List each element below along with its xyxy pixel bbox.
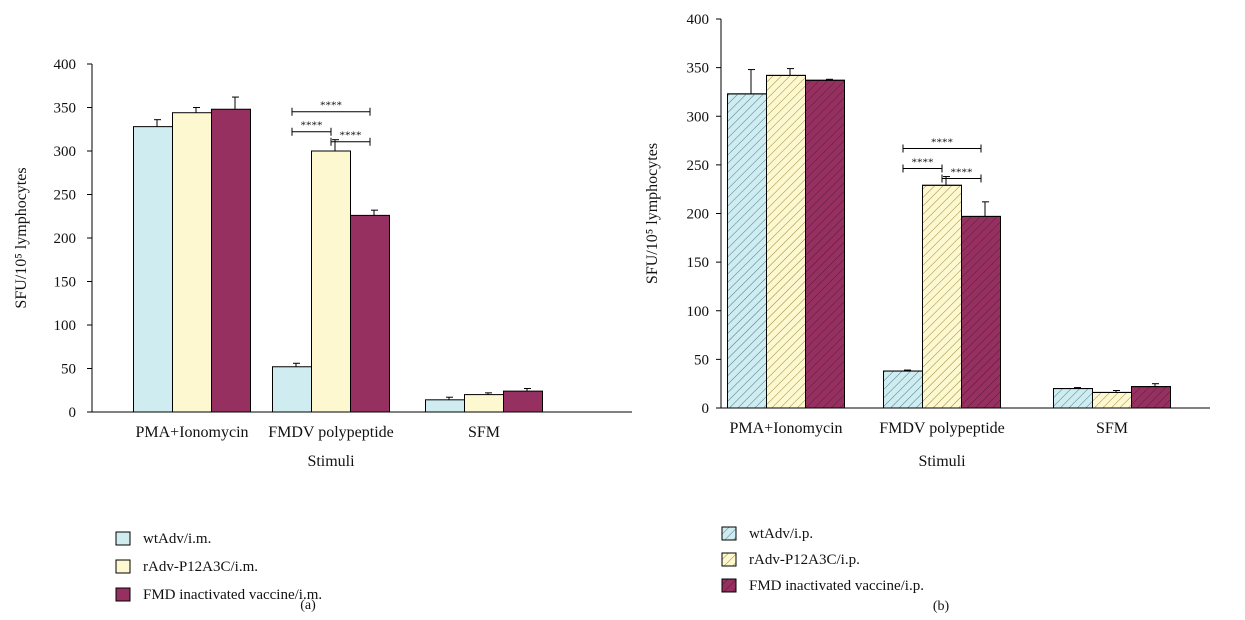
y-tick-label: 300 — [54, 144, 77, 160]
bar-hatch — [805, 79, 845, 409]
legend-entry-label: rAdv-P12A3C/i.m. — [143, 559, 258, 575]
y-tick-label: 250 — [54, 188, 77, 204]
legend-swatch-hatch — [721, 552, 737, 567]
bar-hatch — [883, 370, 923, 409]
bar — [172, 112, 212, 413]
bar — [311, 150, 351, 413]
chart-panel-b: 0 50 100 150 200 250 300 350 400 **** **** **** PMA+… — [644, 12, 1210, 614]
bar — [133, 126, 173, 413]
legend-entry-label: rAdv-P12A3C/i.p. — [749, 552, 860, 568]
significance-label: **** — [301, 120, 323, 132]
panel-label: (a) — [300, 598, 316, 613]
bar-hatch — [1131, 386, 1171, 409]
legend-swatch — [115, 531, 131, 546]
legend-swatch — [115, 587, 131, 602]
x-category-label: SFM — [468, 424, 500, 441]
y-tick-label: 350 — [687, 61, 710, 77]
legend-entry-label: FMD inactivated vaccine/i.p. — [749, 578, 924, 594]
y-axis-title: SFU/10⁵ lymphocytes — [644, 143, 661, 284]
legend-entry-label: wtAdv/i.p. — [749, 526, 813, 542]
legend-entry-label: FMD inactivated vaccine/i.m. — [143, 587, 322, 603]
y-tick-label: 50 — [61, 362, 76, 378]
x-category-label: PMA+Ionomycin — [729, 420, 842, 437]
y-tick-label: 200 — [687, 207, 710, 223]
y-tick-label: 0 — [69, 405, 77, 421]
bar-hatch — [961, 215, 1001, 409]
y-tick-label: 400 — [687, 12, 710, 28]
y-axis-title: SFU/10⁵ lymphocytes — [13, 167, 30, 308]
bar-hatch — [727, 93, 767, 409]
significance-label: **** — [912, 157, 934, 169]
x-category-label: SFM — [1096, 420, 1128, 437]
bar — [272, 366, 312, 413]
bar-hatch — [766, 74, 806, 409]
y-tick-label: 150 — [687, 255, 710, 271]
x-axis-title: Stimuli — [918, 453, 966, 470]
y-tick-label: 250 — [687, 158, 710, 174]
y-tick-label: 50 — [694, 352, 709, 368]
x-category-label: PMA+Ionomycin — [135, 424, 248, 441]
chart-panel-a: 0 50 100 150 200 250 300 350 400 **** **** **** PMA+… — [13, 57, 632, 613]
bar — [464, 394, 504, 413]
legend-swatch — [115, 559, 131, 574]
bar — [350, 214, 390, 413]
y-tick-label: 0 — [702, 401, 710, 417]
legend-swatch-hatch — [721, 526, 737, 541]
legend-entry-label: wtAdv/i.m. — [143, 531, 211, 547]
y-tick-label: 350 — [54, 101, 77, 117]
bar-hatch — [1053, 388, 1093, 409]
significance-label: **** — [320, 100, 342, 112]
legend-swatch-hatch — [721, 578, 737, 593]
x-category-label: FMDV polypeptide — [879, 420, 1004, 437]
significance-label: **** — [340, 130, 362, 142]
bar-hatch — [1092, 391, 1132, 409]
bar — [503, 390, 543, 413]
y-tick-label: 100 — [54, 318, 77, 334]
y-tick-label: 200 — [54, 231, 77, 247]
significance-label: **** — [931, 137, 953, 149]
bar — [425, 399, 465, 413]
significance-label: **** — [951, 167, 973, 179]
x-category-label: FMDV polypeptide — [268, 424, 393, 441]
panel-label: (b) — [933, 599, 950, 614]
x-axis-title: Stimuli — [307, 453, 355, 470]
bar — [211, 108, 251, 413]
y-tick-label: 100 — [687, 304, 710, 320]
bar-hatch — [922, 184, 962, 409]
y-tick-label: 300 — [687, 109, 710, 125]
y-tick-label: 400 — [54, 57, 77, 73]
y-tick-label: 150 — [54, 275, 77, 291]
